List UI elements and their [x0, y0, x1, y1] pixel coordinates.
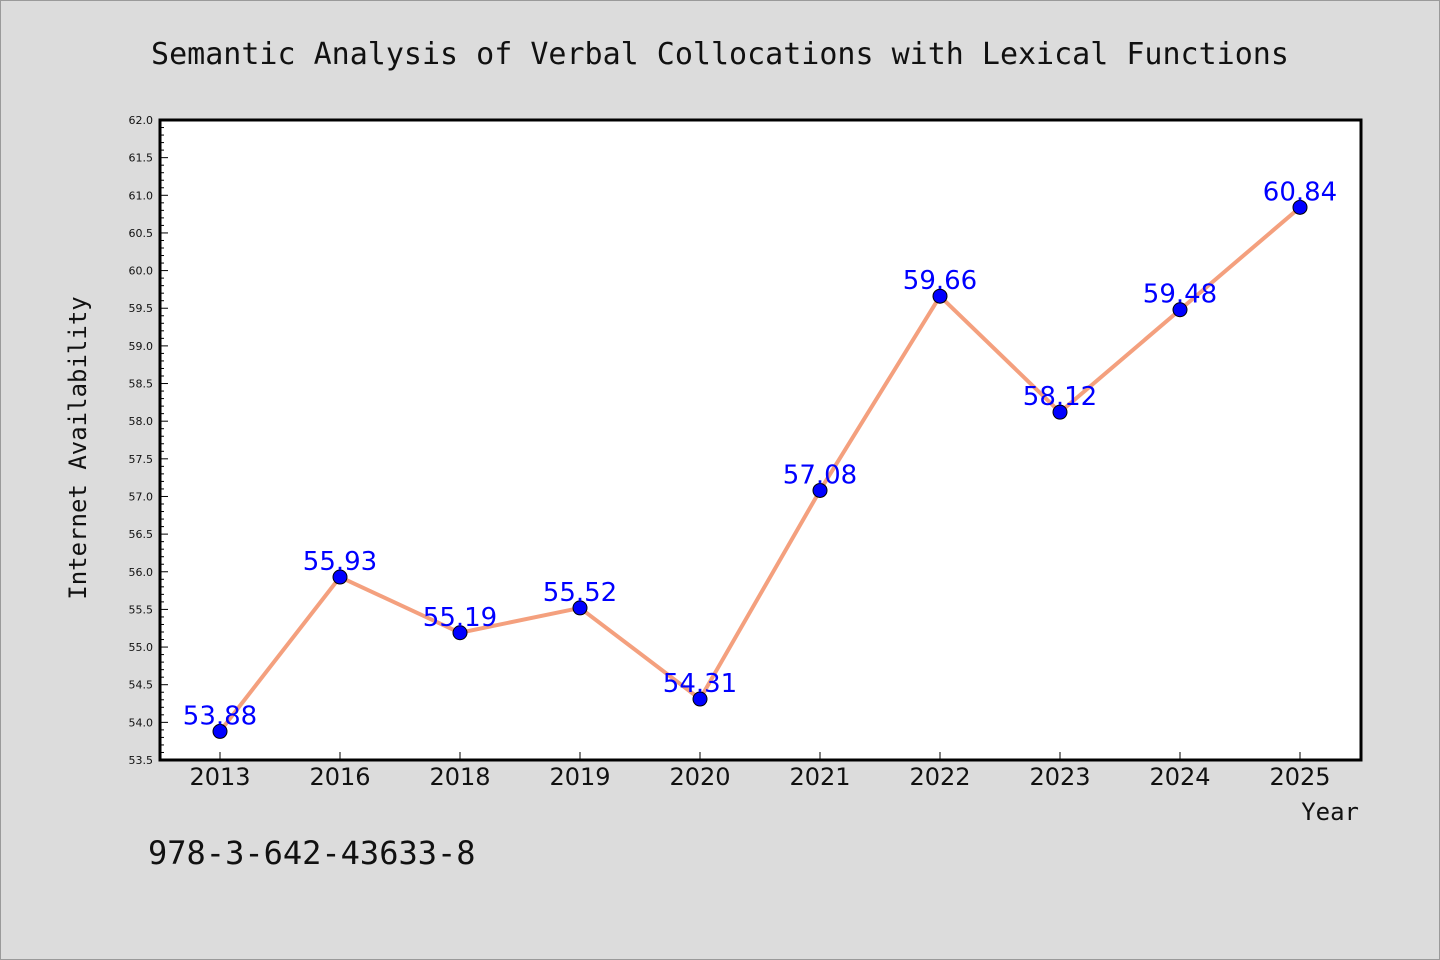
- data-point: [452, 625, 468, 641]
- series-line: [218, 205, 1302, 733]
- y-tick-label: 59.5: [129, 302, 154, 315]
- data-label: 55.52: [543, 578, 617, 608]
- y-tick-label: 56.5: [129, 528, 154, 541]
- data-label: 53.88: [183, 701, 257, 731]
- data-label: 59.66: [903, 266, 977, 296]
- x-tick-label: 2013: [189, 763, 250, 791]
- data-point: [692, 691, 708, 707]
- data-label: 59.48: [1143, 280, 1217, 310]
- data-label: 55.19: [423, 603, 497, 633]
- data-point: [572, 600, 588, 616]
- data-label: 60.84: [1263, 177, 1337, 207]
- data-point: [332, 569, 348, 585]
- x-tick-label: 2025: [1269, 763, 1330, 791]
- y-tick-label: 61.5: [129, 152, 154, 165]
- data-point: [1172, 302, 1188, 318]
- y-tick-label: 54.5: [129, 679, 154, 692]
- y-tick-label: 60.0: [129, 265, 154, 278]
- data-point: [212, 723, 228, 739]
- data-point: [932, 288, 948, 304]
- y-tick-label: 53.5: [129, 754, 154, 767]
- x-tick-label: 2020: [669, 763, 730, 791]
- y-tick-label: 58.5: [129, 378, 154, 391]
- y-tick-label: 54.0: [129, 716, 154, 729]
- x-tick-label: 2023: [1029, 763, 1090, 791]
- x-axis: 2013 2016 2018 2019 2020 2021 2022 2023 2024 2025: [189, 752, 1331, 791]
- x-tick-label: 2019: [549, 763, 610, 791]
- data-label: 57.08: [783, 460, 857, 490]
- y-tick-label: 59.0: [129, 340, 154, 353]
- y-tick-label: 58.0: [129, 415, 154, 428]
- y-tick-label: 57.0: [129, 490, 154, 503]
- data-point: [812, 482, 828, 498]
- data-point: [1292, 199, 1308, 215]
- x-tick-label: 2016: [309, 763, 370, 791]
- x-tick-label: 2024: [1149, 763, 1210, 791]
- footnote-isbn: 978-3-642-43633-8: [148, 834, 476, 872]
- x-tick-label: 2021: [789, 763, 850, 791]
- y-tick-label: 56.0: [129, 566, 154, 579]
- y-tick-label: 55.5: [129, 603, 154, 616]
- plot-area: [158, 118, 1363, 762]
- y-tick-label: 57.5: [129, 453, 154, 466]
- chart-title: Semantic Analysis of Verbal Collocations…: [151, 37, 1289, 72]
- x-axis-label: Year: [1301, 798, 1359, 826]
- data-label: 55.93: [303, 547, 377, 577]
- y-axis: 53.5 54.0 54.5 55.0 55.5 56.0 56.5 57.0 57.5 58.0…: [129, 114, 168, 767]
- y-tick-label: 60.5: [129, 227, 154, 240]
- data-label: 58.12: [1023, 382, 1097, 412]
- y-tick-label: 61.0: [129, 189, 154, 202]
- y-axis-label: Internet Availability: [64, 296, 92, 599]
- series-layer: 53.88 55.93 55.19 55.52 54.31 57.08 59.66 58.12…: [183, 177, 1337, 739]
- data-point: [1052, 404, 1068, 420]
- y-tick-label: 62.0: [129, 114, 154, 127]
- y-tick-label: 55.0: [129, 641, 154, 654]
- x-tick-label: 2018: [429, 763, 490, 791]
- data-label: 54.31: [663, 669, 737, 699]
- x-tick-label: 2022: [909, 763, 970, 791]
